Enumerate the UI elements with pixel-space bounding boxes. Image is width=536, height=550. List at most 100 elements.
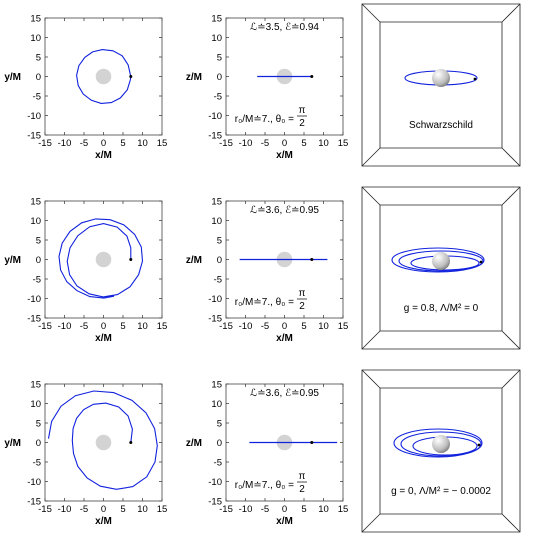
orbit-parameters: ℒ≐3.5, ℰ≐0.94: [250, 22, 319, 33]
y-tick-label: -5: [33, 92, 41, 103]
y-tick-label: 10: [211, 33, 222, 44]
x-tick-label: 10: [318, 321, 329, 332]
y-tick-label: 10: [30, 399, 41, 410]
theta-fraction-denominator: 2: [299, 301, 305, 312]
orbit-3d: [398, 250, 484, 272]
orbit-3d-outer: [391, 247, 485, 273]
x-axis-label: x/M: [276, 333, 293, 344]
x-tick-label: -10: [58, 321, 72, 332]
y-tick-label: -15: [208, 131, 222, 142]
y-tick-label: -5: [214, 92, 222, 103]
central-mass: [95, 68, 112, 85]
x-tick-label: -5: [261, 321, 269, 332]
x-tick-label: 0: [282, 321, 287, 332]
box-edge: [361, 369, 381, 389]
start-point-3d: [473, 77, 477, 81]
y-tick-label: 15: [30, 197, 41, 208]
y-tick-label: 5: [217, 53, 222, 64]
y-tick-label: 5: [217, 236, 222, 247]
x-axis-label: x/M: [276, 150, 293, 161]
box-edge: [501, 3, 521, 23]
y-tick-label: 0: [217, 438, 222, 449]
y-tick-label: -10: [27, 477, 41, 488]
3d-panel-row-3: g = 0, Λ/M² = − 0.0002: [361, 369, 521, 533]
start-point-3d: [477, 443, 481, 447]
y-tick-label: 15: [211, 197, 222, 208]
y-tick-label: 10: [30, 216, 41, 227]
y-tick-label: 15: [211, 380, 222, 391]
box-edge: [361, 513, 381, 533]
start-point: [129, 258, 133, 261]
x-tick-label: 5: [120, 504, 125, 515]
y-tick-label: -10: [208, 477, 222, 488]
x-tick-label: -10: [239, 138, 253, 149]
initial-conditions: r₀/M≐7., θ₀ =: [235, 480, 294, 491]
x-tick-label: 15: [157, 321, 168, 332]
central-mass: [95, 251, 112, 268]
xz-panel-row-1: -15-15 -10 -10 -5 -5 0 0 5 5 10 10 15 15 x/M z/M ℒ≐3.5,…: [186, 14, 348, 162]
y-tick-label: 15: [30, 380, 41, 391]
orbit-xy: [76, 49, 132, 104]
x-tick-label: 0: [101, 138, 106, 149]
start-point-3d: [479, 260, 483, 264]
start-point: [129, 441, 133, 444]
y-axis-label: z/M: [186, 438, 202, 449]
3d-panel-row-2: g = 0.8, Λ/M² = 0: [361, 186, 521, 350]
x-tick-label: 10: [137, 138, 148, 149]
y-tick-label: 10: [30, 33, 41, 44]
x-tick-label: 15: [338, 321, 349, 332]
x-tick-label: 5: [301, 504, 306, 515]
y-tick-label: 10: [211, 399, 222, 410]
x-tick-label: 15: [338, 504, 349, 515]
black-hole-sphere: [432, 435, 450, 453]
box-edge: [361, 3, 381, 23]
x-tick-label: -15: [219, 504, 233, 515]
y-tick-label: -15: [27, 131, 41, 142]
orbit-xy: [58, 218, 144, 299]
x-tick-label: 10: [318, 138, 329, 149]
start-point: [310, 441, 314, 444]
y-tick-label: -5: [33, 458, 41, 469]
spacetime-label: g = 0.8, Λ/M² = 0: [404, 303, 479, 314]
start-point: [129, 75, 133, 78]
xz-panel-row-2: -15-15 -10 -10 -5 -5 0 0 5 5 10 10 15 15 x/M z/M ℒ≐3.6,…: [186, 197, 348, 345]
box-edge: [501, 186, 521, 206]
y-tick-label: -10: [208, 294, 222, 305]
x-axis-label: x/M: [95, 516, 112, 527]
y-axis-label: y/M: [4, 255, 21, 266]
x-tick-label: 10: [318, 504, 329, 515]
y-tick-label: -15: [27, 314, 41, 325]
x-axis-label: x/M: [276, 516, 293, 527]
orbit-parameters: ℒ≐3.6, ℰ≐0.95: [250, 205, 319, 216]
y-tick-label: -10: [27, 294, 41, 305]
theta-fraction-denominator: 2: [299, 484, 305, 495]
y-tick-label: -5: [214, 275, 222, 286]
box-edge: [501, 513, 521, 533]
y-tick-label: 5: [36, 236, 41, 247]
y-axis-label: z/M: [186, 255, 202, 266]
y-tick-label: -5: [33, 275, 41, 286]
x-tick-label: -5: [80, 504, 88, 515]
x-tick-label: 15: [157, 504, 168, 515]
initial-conditions: r₀/M≐7., θ₀ =: [235, 114, 294, 125]
theta-fraction-numerator: π: [299, 288, 306, 299]
xy-panel-row-3: -15-15 -10 -10 -5 -5 0 0 5 5 10 10 15 15 x/M y/M: [4, 380, 167, 528]
start-point: [310, 75, 314, 78]
y-tick-label: 0: [217, 255, 222, 266]
y-tick-label: 15: [30, 14, 41, 25]
y-axis-label: z/M: [186, 72, 202, 83]
x-tick-label: 10: [137, 321, 148, 332]
orbit-parameters: ℒ≐3.6, ℰ≐0.95: [250, 388, 319, 399]
3d-panel-row-1: Schwarzschild: [361, 3, 521, 167]
y-tick-label: 0: [36, 255, 41, 266]
y-tick-label: 0: [36, 438, 41, 449]
theta-fraction-denominator: 2: [299, 118, 305, 129]
x-tick-label: 5: [301, 321, 306, 332]
y-tick-label: 10: [211, 216, 222, 227]
x-tick-label: -5: [261, 138, 269, 149]
x-tick-label: -10: [58, 138, 72, 149]
x-tick-label: -5: [80, 138, 88, 149]
y-axis-label: y/M: [4, 438, 21, 449]
orbit-3d: [400, 431, 482, 457]
